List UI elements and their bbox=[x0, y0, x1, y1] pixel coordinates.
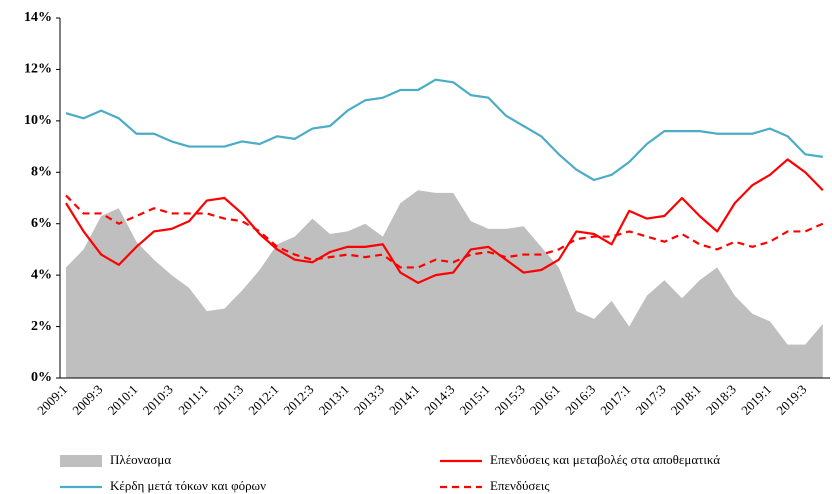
x-tick-label: 2011:3 bbox=[210, 382, 246, 418]
legend-label: Πλέονασμα bbox=[110, 452, 171, 467]
legend-item: Πλέονασμα bbox=[60, 452, 171, 467]
x-tick-label: 2017:1 bbox=[597, 382, 633, 418]
x-tick-label: 2012:1 bbox=[245, 382, 281, 418]
x-tick-label: 2017:3 bbox=[632, 382, 668, 418]
x-tick-label: 2009:1 bbox=[34, 382, 70, 418]
x-tick-label: 2018:1 bbox=[668, 382, 704, 418]
x-tick-label: 2019:3 bbox=[773, 382, 809, 418]
y-tick-label: 4% bbox=[31, 267, 52, 282]
x-tick-label: 2011:1 bbox=[175, 382, 211, 418]
y-tick-label: 8% bbox=[31, 165, 52, 180]
x-tick-label: 2010:1 bbox=[104, 382, 140, 418]
line bbox=[65, 158, 824, 284]
legend-swatch bbox=[60, 455, 102, 467]
legend-item: Κέρδη μετά τόκων και φόρων bbox=[60, 478, 266, 493]
legend-label: Επενδύσεις και μεταβολές στα αποθεματικά bbox=[490, 452, 720, 467]
x-tick-label: 2014:3 bbox=[421, 382, 457, 418]
y-tick-label: 0% bbox=[31, 370, 52, 385]
legend-label: Επενδύσεις bbox=[490, 478, 550, 493]
x-tick-label: 2009:3 bbox=[69, 382, 105, 418]
x-tick-label: 2013:1 bbox=[316, 382, 352, 418]
x-tick-label: 2010:3 bbox=[140, 382, 176, 418]
legend-item: Επενδύσεις και μεταβολές στα αποθεματικά bbox=[440, 452, 720, 467]
x-tick-label: 2016:1 bbox=[527, 382, 563, 418]
x-tick-label: 2014:1 bbox=[386, 382, 422, 418]
legend-item: Επενδύσεις bbox=[440, 478, 550, 493]
area bbox=[66, 190, 823, 378]
y-tick-label: 14% bbox=[24, 10, 52, 25]
x-tick-label: 2016:3 bbox=[562, 382, 598, 418]
line bbox=[65, 78, 823, 182]
x-tick-label: 2019:1 bbox=[738, 382, 774, 418]
x-tick-label: 2018:3 bbox=[703, 382, 739, 418]
x-tick-label: 2015:1 bbox=[456, 382, 492, 418]
legend-label: Κέρδη μετά τόκων και φόρων bbox=[110, 478, 266, 493]
y-tick-label: 2% bbox=[31, 319, 52, 334]
y-tick-label: 6% bbox=[31, 216, 52, 231]
x-tick-label: 2013:3 bbox=[351, 382, 387, 418]
x-tick-label: 2012:3 bbox=[280, 382, 316, 418]
x-tick-label: 2015:3 bbox=[492, 382, 528, 418]
y-tick-label: 10% bbox=[24, 113, 52, 128]
y-tick-label: 12% bbox=[24, 62, 52, 77]
line bbox=[65, 194, 824, 269]
